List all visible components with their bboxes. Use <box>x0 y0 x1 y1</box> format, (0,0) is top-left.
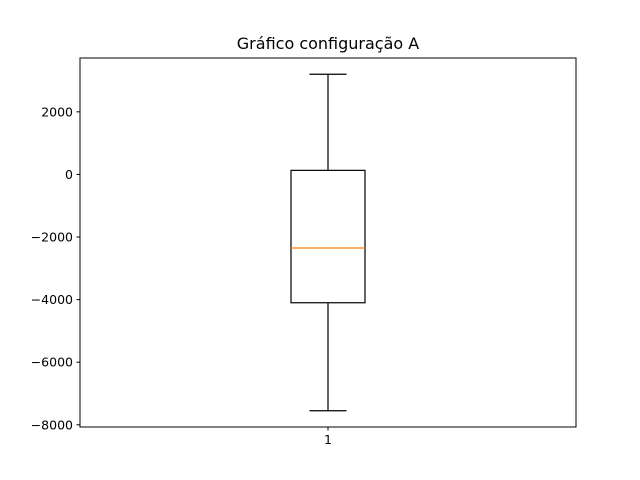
box-series <box>290 73 366 412</box>
y-tick-label: −2000 <box>31 230 73 245</box>
y-tick-label: −4000 <box>31 292 73 307</box>
y-tick-label: −8000 <box>31 417 73 432</box>
y-tick-label: 0 <box>65 167 73 182</box>
x-tick-label: 1 <box>324 432 332 447</box>
x-axis: 1 <box>324 427 332 447</box>
y-tick-label: −6000 <box>31 355 73 370</box>
plot-area: −8000 −6000 −4000 −2000 0 2000 1 <box>31 57 577 447</box>
y-axis: −8000 −6000 −4000 −2000 0 2000 <box>31 104 80 432</box>
y-tick-label: 2000 <box>41 104 73 119</box>
iqr-box <box>290 169 366 304</box>
chart-title: Gráfico configuração A <box>237 34 419 53</box>
box-group <box>290 73 366 412</box>
